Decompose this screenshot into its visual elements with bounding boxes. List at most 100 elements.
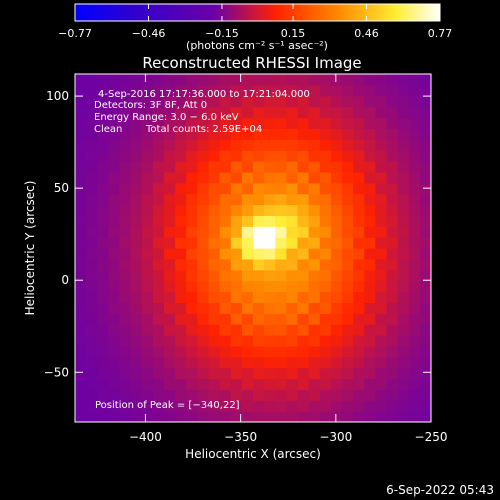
heatmap-cell — [186, 302, 198, 314]
heatmap-cell — [408, 389, 421, 401]
heatmap-cell — [253, 150, 265, 162]
heatmap-cell — [286, 128, 299, 140]
heatmap-cell — [119, 117, 132, 129]
heatmap-cell — [330, 182, 343, 195]
heatmap-cell — [275, 74, 287, 86]
heatmap-cell — [186, 95, 198, 108]
heatmap-cell — [97, 74, 109, 86]
annotation-detectors: Detectors: 3F 8F, Att 0 — [94, 100, 207, 111]
heatmap-cell — [264, 204, 276, 216]
heatmap-cell — [386, 106, 399, 119]
heatmap-cell — [219, 280, 232, 293]
heatmap-cell — [408, 150, 421, 162]
heatmap-cell — [75, 313, 87, 325]
heatmap-cell — [75, 204, 87, 216]
heatmap-cell — [419, 117, 431, 129]
heatmap-cell — [241, 128, 254, 140]
heatmap-cell — [208, 356, 221, 369]
heatmap-cell — [386, 291, 399, 303]
heatmap-cell — [197, 378, 210, 390]
heatmap-cell — [75, 291, 87, 303]
heatmap-cell — [353, 269, 365, 282]
heatmap-cell — [230, 378, 243, 390]
heatmap-cell — [86, 237, 98, 249]
heatmap-cell — [152, 378, 165, 390]
heatmap-cell — [97, 258, 109, 271]
heatmap-cell — [330, 150, 343, 162]
heatmap-cell — [297, 237, 310, 249]
heatmap-cell — [208, 389, 221, 401]
heatmap-cell — [397, 150, 410, 162]
heatmap-cell — [342, 139, 354, 151]
heatmap-cell — [108, 291, 121, 303]
heatmap-cell — [186, 84, 198, 97]
heatmap-cell — [119, 302, 132, 314]
heatmap-cell — [319, 389, 332, 401]
heatmap-cell — [419, 106, 431, 119]
heatmap-cell — [253, 117, 265, 129]
heatmap-cell — [319, 411, 332, 422]
heatmap-cell — [75, 139, 87, 151]
heatmap-cell — [119, 248, 132, 260]
heatmap-cell — [308, 226, 321, 238]
heatmap-cell — [397, 139, 410, 151]
heatmap-cell — [319, 74, 332, 86]
heatmap-cell — [119, 84, 132, 97]
heatmap-cell — [353, 313, 365, 325]
heatmap-cell — [419, 345, 431, 358]
heatmap-cell — [119, 400, 132, 412]
heatmap-cell — [297, 193, 310, 206]
heatmap-cell — [219, 345, 232, 358]
heatmap-cell — [186, 280, 198, 293]
heatmap-cell — [364, 258, 376, 271]
heatmap-cell — [208, 258, 221, 271]
heatmap-cell — [408, 171, 421, 184]
heatmap-cell — [353, 139, 365, 151]
heatmap-cell — [253, 106, 265, 119]
heatmap-cell — [297, 171, 310, 184]
heatmap-cell — [119, 106, 132, 119]
heatmap-cell — [286, 400, 299, 412]
heatmap-cell — [130, 367, 143, 380]
heatmap-cell — [186, 258, 198, 271]
heatmap-cell — [253, 378, 265, 390]
heatmap-cell — [197, 269, 210, 282]
heatmap-cell — [164, 182, 176, 195]
heatmap-cell — [397, 95, 410, 108]
heatmap-cell — [75, 335, 87, 347]
heatmap-cell — [152, 117, 165, 129]
heatmap-cell — [353, 280, 365, 293]
heatmap-cell — [241, 291, 254, 303]
heatmap-cell — [308, 74, 321, 86]
heatmap-cell — [241, 117, 254, 129]
y-axis-label: Heliocentric Y (arcsec) — [23, 181, 37, 316]
heatmap-cell — [208, 335, 221, 347]
heatmap-cell — [308, 291, 321, 303]
heatmap-cell — [264, 84, 276, 97]
heatmap-cell — [141, 161, 154, 173]
heatmap-cell — [286, 378, 299, 390]
heatmap-cell — [219, 84, 232, 97]
heatmap-cell — [286, 74, 299, 86]
heatmap-cell — [308, 139, 321, 151]
heatmap-cell — [408, 324, 421, 336]
heatmap-cell — [286, 389, 299, 401]
heatmap-cell — [175, 204, 187, 216]
heatmap-cell — [97, 84, 109, 97]
heatmap-cell — [253, 74, 265, 86]
heatmap-cell — [164, 117, 176, 129]
heatmap-cell — [186, 400, 198, 412]
heatmap-cell — [130, 356, 143, 369]
heatmap-cell — [152, 95, 165, 108]
heatmap-cell — [364, 204, 376, 216]
heatmap-cell — [164, 367, 176, 380]
heatmap-cell — [186, 171, 198, 184]
heatmap-cell — [208, 324, 221, 336]
heatmap-cell — [386, 193, 399, 206]
heatmap-cell — [208, 139, 221, 151]
heatmap-cell — [308, 335, 321, 347]
heatmap-cell — [186, 389, 198, 401]
heatmap-cell — [97, 280, 109, 293]
heatmap-cell — [275, 171, 287, 184]
heatmap-cell — [208, 302, 221, 314]
